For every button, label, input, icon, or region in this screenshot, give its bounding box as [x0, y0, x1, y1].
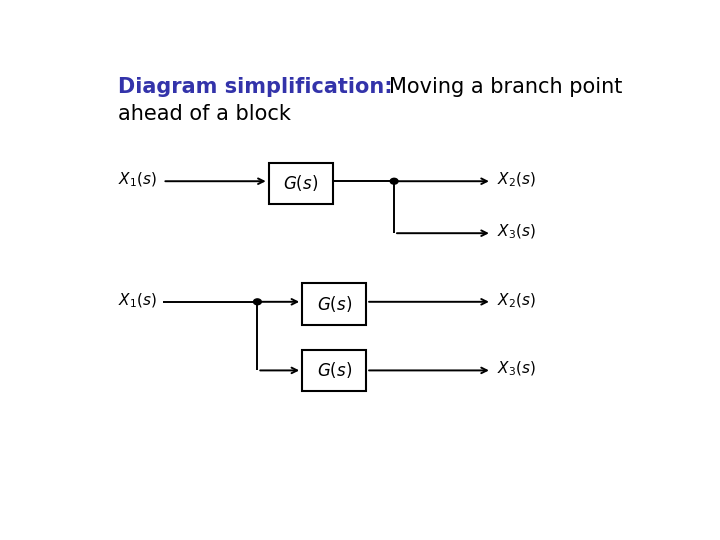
Text: Diagram simplification:: Diagram simplification: [118, 77, 392, 97]
Text: ahead of a block: ahead of a block [118, 104, 291, 124]
Text: $G(s)$: $G(s)$ [317, 360, 351, 380]
Text: $X_1(s)$: $X_1(s)$ [118, 171, 157, 189]
Text: $X_3(s)$: $X_3(s)$ [498, 223, 536, 241]
Text: $X_2(s)$: $X_2(s)$ [498, 292, 536, 310]
Text: $G(s)$: $G(s)$ [283, 173, 318, 193]
Bar [302, 349, 366, 391]
Text: Moving a branch point: Moving a branch point [389, 77, 622, 97]
Text: $X_3(s)$: $X_3(s)$ [498, 360, 536, 379]
Circle shape [253, 299, 261, 305]
Text: $X_2(s)$: $X_2(s)$ [498, 171, 536, 189]
Circle shape [390, 178, 398, 184]
Bar [302, 283, 366, 325]
Bar [269, 163, 333, 204]
Text: $G(s)$: $G(s)$ [317, 294, 351, 314]
Text: $X_1(s)$: $X_1(s)$ [118, 292, 157, 310]
